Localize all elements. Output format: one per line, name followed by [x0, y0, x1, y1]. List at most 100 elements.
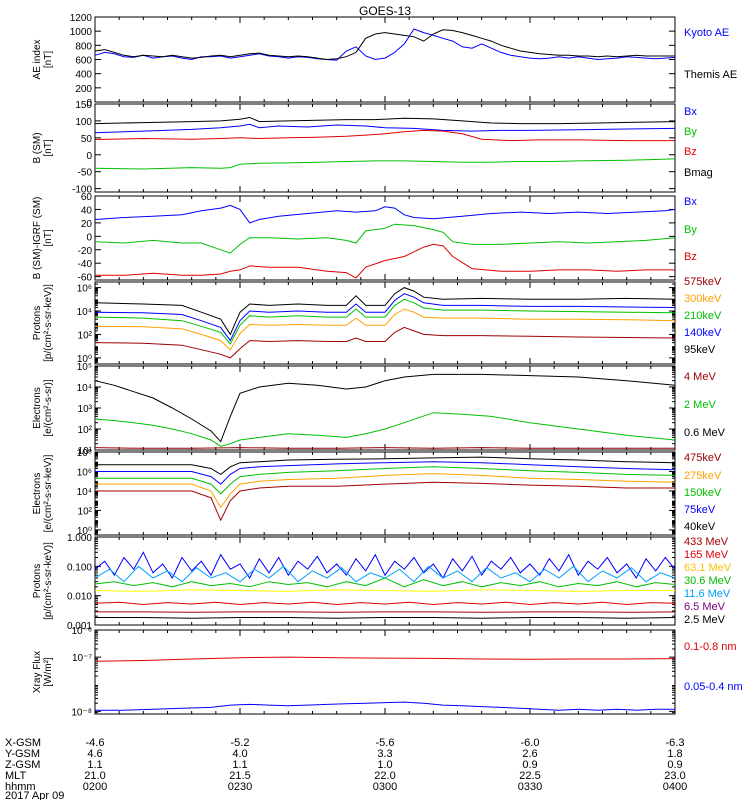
legend-entry: By: [684, 126, 697, 138]
panel-xray: 10⁻⁸ 10⁻⁷ 10⁻⁶ Xray Flux [W/m²] 0.1-0.8 nm 0.0…: [32, 626, 743, 718]
y-tick-label: 10³: [78, 404, 93, 415]
series-bx: [94, 123, 676, 134]
footer-value: 4.0: [232, 748, 247, 760]
panel-frame: [94, 103, 676, 193]
legend-entry: 475keV: [684, 452, 722, 464]
footer-value: 1.8: [667, 748, 682, 760]
footer-row-label: Z-GSM: [5, 759, 40, 771]
y-tick-label: 10⁴: [77, 487, 92, 498]
footer-value: 1.1: [87, 759, 102, 771]
footer-value: 21.0: [84, 770, 105, 782]
series-75kev: [95, 461, 676, 485]
legend-entry: Bx: [684, 106, 697, 118]
panel-frame: [94, 195, 676, 281]
y-tick-label: 10⁻⁷: [72, 653, 92, 664]
y-tick-label: -100: [72, 185, 92, 196]
y-tick-label: 10⁶: [77, 467, 92, 478]
y-tick-label: 200: [75, 84, 92, 95]
series-bmag: [94, 116, 676, 125]
legend-entry: 275keV: [684, 470, 722, 482]
footer-row-label: hhmm: [5, 781, 36, 793]
panel-electrons_mev: 10¹ 10² 10³ 10⁴ 10⁵ Electrons [e/(cm²-s-sr)] 4 …: [32, 362, 726, 457]
series-63-1-mev: [94, 589, 675, 592]
y-tick-label: 10²: [78, 425, 93, 436]
legend-entry: 63.1 MeV: [684, 562, 732, 574]
footer-value: 23.0: [664, 770, 685, 782]
footer-value: 22.0: [374, 770, 395, 782]
y-tick-label: 10⁸: [77, 448, 92, 459]
footer-value: 0400: [663, 781, 687, 793]
y-tick-label: -60: [78, 273, 93, 284]
legend-entry: 0.05-0.4 nm: [684, 681, 743, 693]
series-30-6-mev: [94, 577, 676, 588]
series-bx: [94, 204, 676, 224]
footer-value: 4.6: [87, 748, 102, 760]
panel-protons_kev: 10⁰ 10² 10⁴ 10⁶ Protons [p/(cm²-s-sr-keV)] 575…: [32, 276, 722, 365]
y-tick-label: -50: [78, 168, 93, 179]
panel-frame: [94, 365, 676, 451]
series-bz: [94, 129, 675, 142]
footer-value: -4.6: [86, 737, 105, 749]
legend-entry: 140keV: [684, 327, 722, 339]
legend-entry: 75keV: [684, 504, 716, 516]
y-tick-label: 1.000: [67, 533, 92, 544]
footer-value: 1.0: [377, 759, 392, 771]
legend-entry: 6.5 MeV: [684, 601, 726, 613]
legend-entry: 575keV: [684, 276, 722, 288]
y-axis-label: [p/(cm²-s-sr-keV)]: [43, 284, 54, 362]
y-axis-label: Protons: [32, 564, 43, 598]
footer-date: 2017 Apr 09: [5, 790, 64, 800]
footer-value: 0.9: [667, 759, 682, 771]
y-tick-label: 0.100: [67, 562, 92, 573]
panel-frame: [94, 16, 676, 103]
series-165-mev: [94, 601, 676, 606]
series-95kev: [94, 287, 676, 336]
y-tick-label: 40: [81, 205, 93, 216]
y-tick-label: 0.010: [67, 592, 92, 603]
series-300kev: [94, 308, 676, 351]
legend-entry: Themis AE: [684, 69, 737, 81]
y-tick-label: 10⁵: [77, 362, 92, 373]
series-0-05-0-4-nm: [95, 701, 675, 711]
y-tick-label: -20: [78, 246, 93, 257]
series-2-5-mev: [95, 617, 676, 619]
y-tick-label: 50: [81, 134, 93, 145]
series-40kev: [95, 456, 676, 476]
y-tick-label: 10²: [78, 330, 93, 341]
footer-ephemeris: X-GSM -4.6 -5.2 -5.6 -6.0 -6.3 Y-GSM 4.6 4.0 3.3 2…: [5, 737, 687, 800]
legend-entry: 2 MeV: [684, 399, 716, 411]
legend-entry: 95keV: [684, 344, 716, 356]
y-tick-label: 100: [75, 117, 92, 128]
series-0-1-0-8-nm: [94, 656, 676, 662]
series-275kev: [95, 473, 676, 509]
y-tick-label: 10⁴: [77, 383, 92, 394]
series-140kev: [94, 293, 676, 342]
footer-value: 0.9: [522, 759, 537, 771]
footer-value: -5.6: [376, 737, 395, 749]
footer-value: -6.3: [666, 737, 685, 749]
y-tick-label: 20: [81, 219, 93, 230]
y-tick-label: 10⁰: [77, 354, 92, 365]
y-axis-label: Protons: [32, 306, 43, 340]
legend-entry: 210keV: [684, 310, 722, 322]
legend-entry: 165 MeV: [684, 549, 729, 561]
footer-row-label: Y-GSM: [5, 748, 40, 760]
y-tick-label: 0.001: [67, 621, 92, 632]
y-tick-label: 1000: [70, 27, 93, 38]
series-bz: [95, 243, 675, 279]
legend-entry: 300keV: [684, 293, 722, 305]
footer-value: 21.5: [229, 770, 250, 782]
panel-frame: [94, 281, 676, 365]
series-575kev: [94, 326, 676, 359]
y-tick-label: 0: [86, 232, 92, 243]
legend-entry: Bz: [684, 146, 697, 158]
y-tick-label: 60: [81, 192, 93, 203]
footer-value: 3.3: [377, 748, 392, 760]
footer-row-label: MLT: [5, 770, 26, 782]
y-axis-label: [e/(cm²-s-sr)]: [43, 379, 54, 436]
footer-value: 0330: [518, 781, 542, 793]
y-tick-label: 400: [75, 70, 92, 81]
y-axis-label: Xray Flux: [32, 651, 43, 693]
legend-entry: 0.6 MeV: [684, 427, 726, 439]
